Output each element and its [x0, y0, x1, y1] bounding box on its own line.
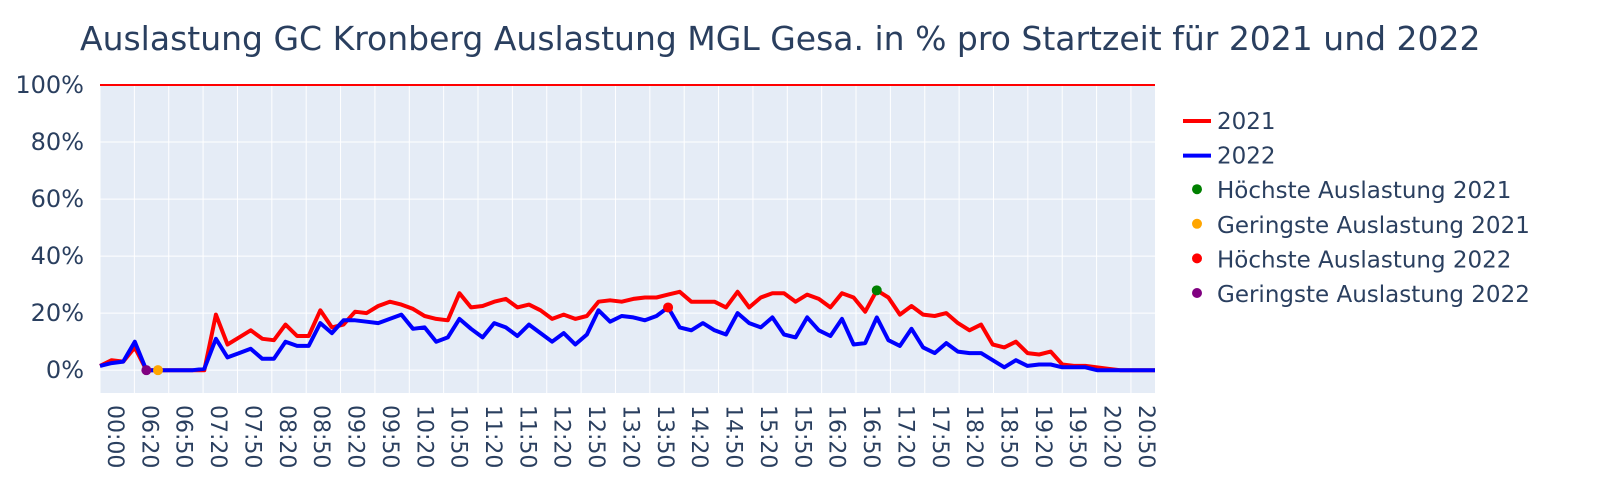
x-tick-label: 06:20 [136, 405, 161, 468]
x-tick-label: 10:50 [446, 405, 471, 468]
y-tick-label: 20% [31, 299, 84, 327]
x-tick-label: 08:50 [308, 405, 333, 468]
x-tick-label: 19:50 [1064, 405, 1089, 468]
series-line-2022 [99, 305, 1155, 373]
legend-dot-swatch [1192, 184, 1202, 195]
legend-dot-swatch [1192, 288, 1202, 298]
marker-point-2 [663, 302, 674, 313]
legend-item-2021[interactable]: 2021 [1183, 109, 1276, 135]
x-tick-label: 15:50 [789, 405, 814, 468]
x-tick-label: 07:50 [239, 405, 264, 468]
x-tick-label: 15:20 [755, 405, 780, 468]
series-layer [99, 288, 1155, 373]
legend-item-marker-0[interactable]: Höchste Auslastung 2021 [1192, 178, 1511, 204]
legend[interactable]: 2021 2022 Höchste Auslastung 2021 Geringste… [1183, 109, 1530, 308]
legend-dot-swatch [1192, 218, 1202, 229]
legend-label: 2021 [1217, 109, 1276, 135]
legend-item-marker-2[interactable]: Höchste Auslastung 2022 [1192, 247, 1511, 273]
y-axis-ticks: 0% 20% 40% 60% 80% 100% [15, 71, 84, 384]
x-tick-label: 19:20 [1030, 405, 1055, 468]
y-tick-label: 100% [15, 71, 84, 99]
x-tick-label: 13:20 [617, 405, 642, 468]
legend-dot-swatch [1192, 253, 1202, 264]
y-tick-label: 60% [31, 185, 84, 213]
marker-point-3 [141, 365, 152, 376]
chart-title: Auslastung GC Kronberg Auslastung MGL Ge… [80, 19, 1481, 58]
legend-label: Höchste Auslastung 2022 [1217, 247, 1511, 273]
x-tick-label: 08:20 [274, 405, 299, 468]
x-tick-label: 18:20 [961, 405, 986, 468]
legend-label: 2022 [1217, 144, 1276, 170]
series-line-2021 [99, 288, 1155, 373]
y-tick-label: 0% [46, 356, 84, 384]
x-tick-label: 16:50 [858, 405, 883, 468]
x-tick-label: 00:00 [102, 405, 127, 468]
x-tick-label: 14:50 [721, 405, 746, 468]
legend-item-2022[interactable]: 2022 [1183, 144, 1276, 170]
x-tick-label: 10:20 [411, 405, 436, 468]
x-tick-label: 09:20 [343, 405, 368, 468]
legend-label: Höchste Auslastung 2021 [1217, 178, 1511, 204]
x-tick-label: 20:20 [1099, 405, 1124, 468]
x-tick-label: 06:50 [171, 405, 196, 468]
x-tick-label: 11:50 [514, 405, 539, 468]
legend-label: Geringste Auslastung 2022 [1217, 282, 1530, 308]
x-axis-ticks: 00:00 06:20 06:50 07:20 07:50 08:20 08:50 09:20… [102, 405, 1158, 468]
x-tick-label: 07:20 [205, 405, 230, 468]
legend-item-marker-3[interactable]: Geringste Auslastung 2022 [1192, 282, 1530, 308]
y-tick-label: 80% [31, 128, 84, 156]
x-tick-label: 12:50 [583, 405, 608, 468]
x-tick-label: 20:50 [1133, 405, 1158, 468]
x-tick-label: 09:50 [377, 405, 402, 468]
x-tick-label: 14:20 [686, 405, 711, 468]
marker-point-1 [152, 365, 163, 376]
y-tick-label: 40% [31, 242, 84, 270]
x-tick-label: 12:20 [549, 405, 574, 468]
plot-background [100, 85, 1155, 393]
x-tick-label: 16:20 [824, 405, 849, 468]
grid [99, 84, 1155, 393]
marker-point-0 [871, 285, 882, 296]
x-tick-label: 17:20 [892, 405, 917, 468]
x-tick-label: 11:20 [480, 405, 505, 468]
x-tick-label: 18:50 [995, 405, 1020, 468]
x-tick-label: 13:50 [652, 405, 677, 468]
x-tick-label: 17:50 [927, 405, 952, 468]
legend-item-marker-1[interactable]: Geringste Auslastung 2021 [1192, 213, 1530, 239]
marker-layer [141, 285, 882, 376]
legend-label: Geringste Auslastung 2021 [1217, 213, 1530, 239]
